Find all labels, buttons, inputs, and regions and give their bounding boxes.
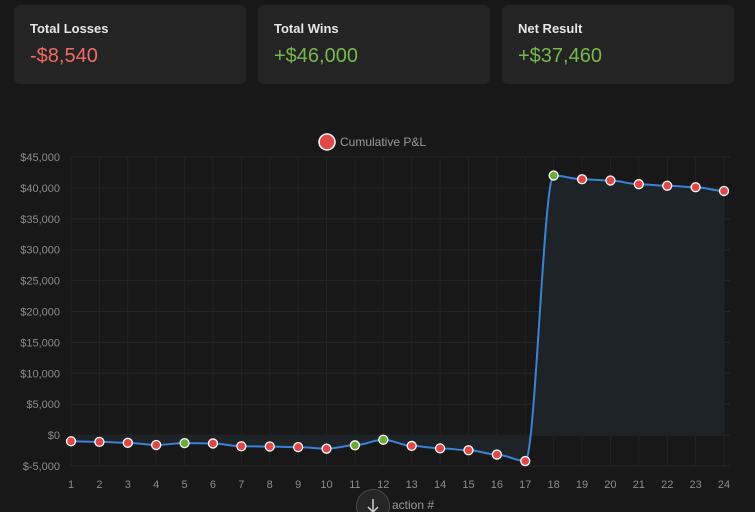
data-point xyxy=(349,440,361,451)
y-tick-label: $30,000 xyxy=(20,245,60,257)
x-tick-label: 2 xyxy=(96,479,102,491)
x-axis-label: action # xyxy=(392,498,434,512)
arrow-down-icon xyxy=(367,499,379,512)
y-tick-label: $25,000 xyxy=(20,276,60,288)
y-axis-ticks: $-5,000 $0 $5,000 $10,000 $15,000 $20,000 $25,… xyxy=(20,152,60,473)
x-tick-label: 24 xyxy=(718,479,730,491)
x-tick-label: 3 xyxy=(125,479,131,491)
data-point xyxy=(292,442,304,453)
x-axis-ticks: 1 2 3 4 5 6 7 8 9 10 11 12 13 14 15 16 17 18 19 20 21 22 23 24 xyxy=(68,479,730,491)
data-point xyxy=(321,443,332,454)
data-point xyxy=(179,437,190,449)
total-wins-label: Total Wins xyxy=(274,21,339,36)
legend-label[interactable]: Cumulative P&L xyxy=(340,135,426,149)
data-point xyxy=(491,449,503,460)
x-tick-label: 4 xyxy=(153,479,159,491)
chart-legend[interactable]: Cumulative P&L xyxy=(318,133,426,151)
y-tick-label: $20,000 xyxy=(20,307,60,319)
total-wins-card: Total Wins +$46,000 xyxy=(258,5,490,84)
total-losses-label: Total Losses xyxy=(30,21,109,36)
data-point xyxy=(520,455,531,467)
data-point xyxy=(662,180,673,191)
data-point xyxy=(434,443,446,454)
y-tick-label: $-5,000 xyxy=(23,461,60,473)
data-point xyxy=(463,445,474,456)
x-tick-label: 21 xyxy=(633,479,645,491)
x-tick-label: 18 xyxy=(548,479,560,491)
y-tick-label: $35,000 xyxy=(20,214,60,226)
data-point xyxy=(406,440,417,452)
x-tick-label: 22 xyxy=(661,479,673,491)
y-tick-label: $10,000 xyxy=(20,368,60,380)
data-point xyxy=(576,174,588,185)
x-tick-label: 11 xyxy=(349,479,360,491)
data-point xyxy=(378,434,389,445)
x-tick-label: 20 xyxy=(604,479,616,491)
net-result-label: Net Result xyxy=(518,21,583,36)
x-tick-label: 14 xyxy=(434,479,446,491)
data-point xyxy=(264,441,275,452)
x-tick-label: 16 xyxy=(491,479,503,491)
total-wins-value: +$46,000 xyxy=(274,45,358,67)
x-tick-label: 19 xyxy=(576,479,588,491)
data-point xyxy=(236,441,247,452)
net-result-value: +$37,460 xyxy=(518,45,602,67)
data-point xyxy=(122,437,133,448)
net-result-card: Net Result +$37,460 xyxy=(502,5,734,84)
x-tick-label: 9 xyxy=(295,479,301,491)
x-tick-label: 15 xyxy=(462,479,474,491)
data-point xyxy=(65,436,77,447)
data-point xyxy=(605,175,616,186)
data-point xyxy=(548,170,559,181)
data-point xyxy=(207,438,219,449)
x-tick-label: 6 xyxy=(210,479,216,491)
data-point xyxy=(718,185,730,197)
x-tick-label: 1 xyxy=(68,479,74,491)
total-losses-card: Total Losses -$8,540 xyxy=(14,5,246,84)
x-tick-label: 12 xyxy=(377,479,389,491)
data-point xyxy=(94,436,105,448)
x-tick-label: 5 xyxy=(182,479,188,491)
pnl-area-fill xyxy=(71,175,724,462)
scroll-down-button[interactable] xyxy=(356,489,390,512)
data-point xyxy=(151,439,162,451)
y-tick-label: $5,000 xyxy=(26,399,60,411)
legend-marker[interactable] xyxy=(318,133,336,151)
y-tick-label: $40,000 xyxy=(20,183,60,195)
x-tick-label: 8 xyxy=(267,479,273,491)
x-tick-label: 10 xyxy=(320,479,332,491)
data-point xyxy=(633,179,644,190)
y-tick-label: $45,000 xyxy=(20,152,60,164)
y-tick-label: $0 xyxy=(48,430,60,442)
x-tick-label: 13 xyxy=(406,479,418,491)
pnl-data-points xyxy=(65,170,730,467)
data-point xyxy=(690,182,701,193)
total-losses-value: -$8,540 xyxy=(30,45,98,67)
x-tick-label: 17 xyxy=(519,479,531,491)
x-tick-label: 23 xyxy=(689,479,701,491)
x-tick-label: 7 xyxy=(238,479,244,491)
y-tick-label: $15,000 xyxy=(20,337,60,349)
